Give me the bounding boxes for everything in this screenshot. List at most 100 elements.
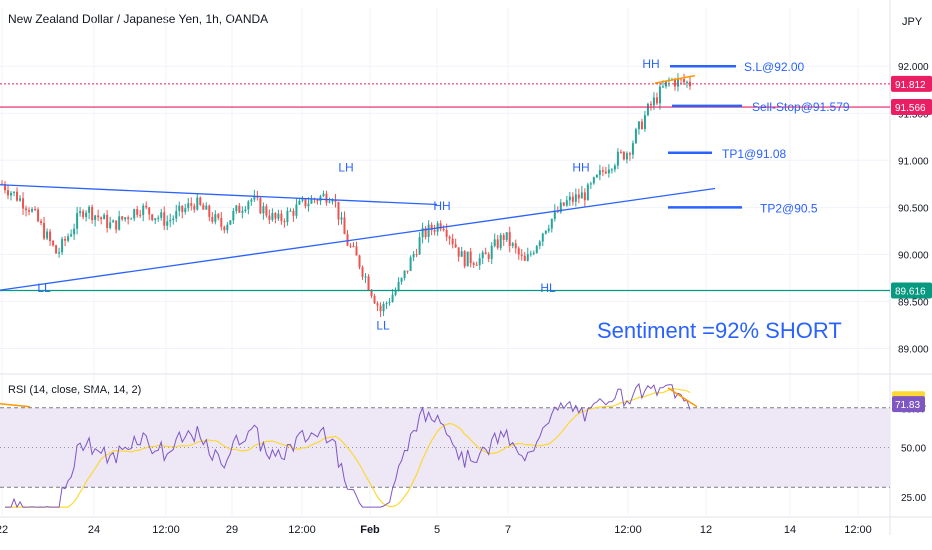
- candle-body: [79, 211, 82, 214]
- price-tick-label: 90.000: [898, 250, 929, 261]
- candle-body: [538, 241, 541, 246]
- candle-body: [112, 220, 115, 223]
- candle-body: [340, 217, 343, 220]
- price-tick-label: 90.500: [898, 203, 929, 214]
- swing-label: HH: [572, 161, 589, 175]
- candle-body: [202, 204, 205, 210]
- candle-body: [682, 79, 685, 83]
- candle-body: [139, 214, 142, 216]
- candle-body: [367, 276, 370, 290]
- candle-body: [307, 203, 310, 207]
- candle-body: [235, 205, 238, 212]
- candle-body: [472, 263, 475, 265]
- candle-body: [544, 230, 547, 234]
- candle-body: [652, 97, 655, 106]
- candle-body: [349, 245, 352, 247]
- candle-body: [76, 213, 79, 229]
- candle-body: [451, 238, 454, 245]
- candle-body: [220, 217, 223, 227]
- candle-body: [301, 198, 304, 201]
- candle-body: [382, 303, 385, 312]
- candle-body: [565, 200, 568, 206]
- candle-body: [628, 153, 631, 155]
- candle-body: [355, 246, 358, 256]
- candle-body: [241, 211, 244, 213]
- candle-body: [445, 230, 448, 237]
- candle-body: [109, 222, 112, 229]
- candle-body: [268, 215, 271, 220]
- candle-body: [46, 231, 49, 239]
- candle-body: [511, 243, 514, 246]
- target-level-label: TP1@91.08: [722, 147, 787, 161]
- price-marker-label: 91.812: [895, 80, 926, 91]
- candle-body: [130, 218, 133, 220]
- target-level-label: Sell-Stop@91.579: [752, 100, 850, 114]
- candle-body: [460, 251, 463, 257]
- candle-body: [211, 216, 214, 222]
- candle-body: [616, 151, 619, 166]
- candle-body: [475, 264, 478, 266]
- candle-body: [442, 228, 445, 231]
- time-tick-label: 12:00: [844, 524, 872, 536]
- candle-body: [403, 270, 406, 278]
- candle-body: [517, 248, 520, 255]
- candle-body: [88, 206, 91, 213]
- candle-body: [16, 191, 19, 201]
- candle-body: [514, 243, 517, 249]
- candle-body: [7, 190, 10, 196]
- candle-body: [601, 170, 604, 172]
- price-marker-label: 89.616: [895, 287, 926, 298]
- rsi-line: [5, 382, 691, 509]
- price-marker-label: 91.566: [895, 103, 926, 114]
- candle-body: [622, 151, 625, 160]
- candle-body: [127, 217, 130, 220]
- candle-body: [271, 212, 274, 220]
- candle-body: [22, 198, 25, 209]
- candle-body: [370, 289, 373, 297]
- candle-body: [541, 233, 544, 242]
- candle-body: [97, 215, 100, 218]
- candle-body: [508, 232, 511, 246]
- candle-body: [448, 236, 451, 239]
- candle-body: [187, 203, 190, 209]
- candle-body: [388, 301, 391, 303]
- candle-body: [10, 192, 13, 196]
- candle-body: [397, 281, 400, 291]
- candle-body: [289, 210, 292, 212]
- candle-body: [412, 254, 415, 258]
- swing-label: LL: [37, 281, 51, 295]
- candle-body: [286, 210, 289, 223]
- candle-body: [430, 224, 433, 231]
- candle-body: [454, 244, 457, 248]
- candle-body: [61, 238, 64, 253]
- candle-body: [661, 86, 664, 88]
- candle-body: [655, 97, 658, 104]
- candle-body: [589, 183, 592, 185]
- candle-body: [166, 221, 169, 226]
- candle-body: [574, 194, 577, 202]
- candle-body: [595, 174, 598, 178]
- candle-body: [535, 245, 538, 253]
- candle-body: [424, 227, 427, 237]
- candle-body: [19, 198, 22, 201]
- time-tick-label: 12:00: [288, 524, 316, 536]
- target-level-label: TP2@90.5: [760, 201, 818, 215]
- currency-label[interactable]: JPY: [902, 16, 923, 28]
- candle-body: [469, 251, 472, 264]
- candle-body: [520, 254, 523, 256]
- candle-body: [106, 214, 109, 229]
- candle-body: [610, 169, 613, 171]
- candle-body: [343, 217, 346, 235]
- time-tick-label: 12:00: [152, 524, 180, 536]
- candle-body: [553, 210, 556, 219]
- candle-body: [70, 234, 73, 237]
- candle-body: [466, 251, 469, 267]
- rsi-indicator-title[interactable]: RSI (14, close, SMA, 14, 2): [8, 384, 142, 396]
- candle-body: [421, 227, 424, 238]
- candle-body: [571, 196, 574, 202]
- candle-body: [559, 202, 562, 213]
- candle-body: [439, 223, 442, 229]
- candle-body: [547, 228, 550, 231]
- candle-body: [25, 208, 28, 211]
